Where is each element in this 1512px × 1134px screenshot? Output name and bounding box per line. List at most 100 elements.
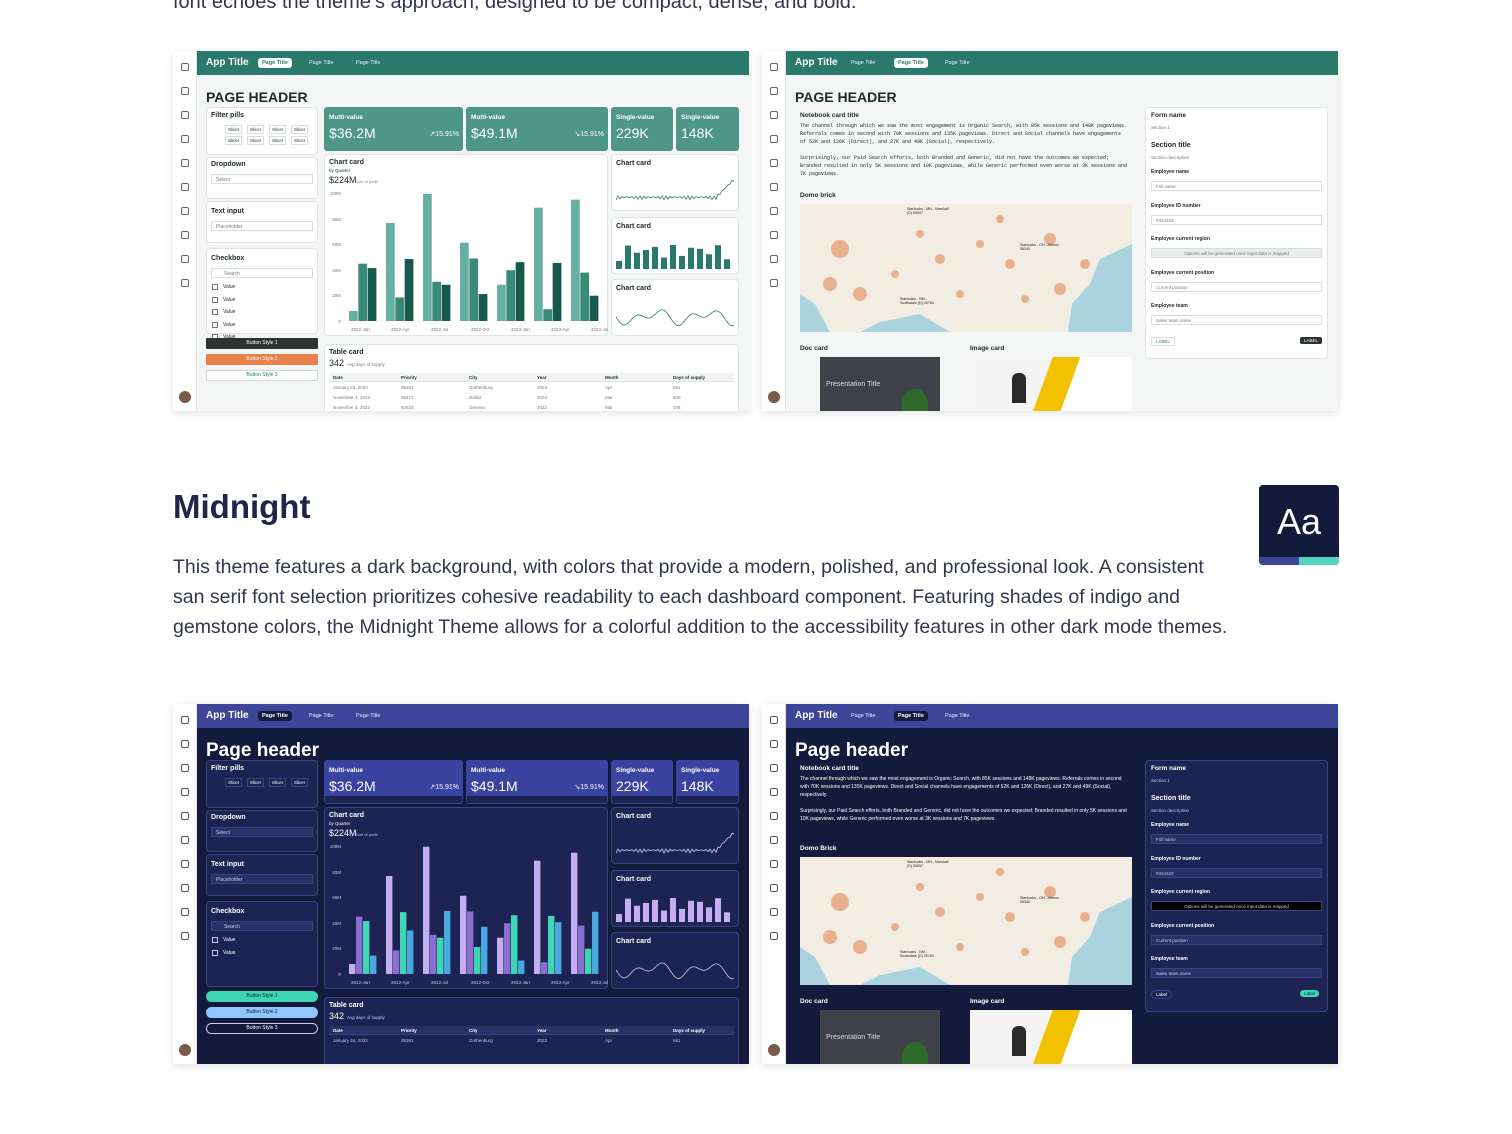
marker-decoration [823, 930, 837, 944]
bar-decoration [393, 950, 400, 974]
bar-decoration [670, 244, 676, 269]
button: Button Style 2 [206, 1007, 318, 1018]
bar-decoration [541, 962, 548, 974]
plant [902, 1042, 928, 1064]
table-header-row [329, 373, 734, 382]
marker-decoration [996, 215, 1004, 223]
table-cell: 2023 [537, 385, 548, 390]
y-tick-label: 0 [338, 971, 341, 977]
avatar [768, 391, 780, 403]
tab: Page Title [258, 58, 292, 68]
card-total: $224M [329, 175, 357, 185]
kpi-label: Multi-value [471, 114, 505, 121]
kpi-value: $49.1M [471, 778, 518, 794]
marker-decoration [831, 240, 849, 258]
sidebar-icon [770, 183, 778, 191]
card-title: Text input [211, 208, 244, 215]
card-total-label: Sum of profit [355, 832, 378, 837]
bar-decoration [518, 960, 525, 974]
slicer: Slicer [247, 778, 265, 787]
sidebar-icon [770, 884, 778, 892]
section-title: Section title [1151, 795, 1191, 802]
side-chart-card [611, 807, 739, 864]
card-subtitle: by Quarter [329, 821, 351, 826]
field-input: #324323 [1151, 214, 1322, 225]
marker-decoration [1044, 233, 1056, 245]
sidebar-icon [770, 159, 778, 167]
table-cell: January 24, 2023 [333, 385, 368, 390]
bar-decoration [616, 260, 622, 269]
field-input: Current position [1151, 281, 1322, 292]
bar-decoration [724, 911, 730, 922]
y-tick-label: 40M [332, 267, 341, 273]
kpi-card [676, 107, 739, 151]
checkbox-label: Value [223, 309, 236, 315]
table-cell: Geneva [469, 405, 485, 410]
bar-decoration [349, 311, 358, 321]
checkbox-label: Value [223, 949, 236, 956]
checkbox-box [212, 309, 218, 315]
y-tick-label: 80M [332, 216, 341, 222]
button: Button Style 3 [206, 370, 318, 381]
sidebar-icon [770, 716, 778, 724]
side-chart-decoration [616, 309, 734, 327]
theme-screenshot: App Title Page Title Page Title Page Title P… [762, 704, 1338, 1064]
form-name: Form name [1151, 112, 1187, 119]
slicer: Slicer [225, 136, 243, 145]
map-label: Starbucks - MN - Marshall (D) 05097 [907, 860, 949, 868]
map-label: Starbucks - NM - Scottsdale (D) 05780 [900, 950, 934, 958]
bar-decoration [515, 262, 525, 321]
card-subtitle: by Quarter [329, 168, 351, 173]
table-cell: November 4, 2022 [333, 395, 371, 400]
bar-decoration [688, 247, 694, 269]
bar-decoration [592, 911, 599, 974]
side-chart-decoration [616, 179, 734, 201]
field-input: Full name [1151, 181, 1322, 191]
field-label: Employee ID number [1151, 202, 1201, 209]
page-header: PAGE HEADER [795, 89, 897, 105]
checkbox-box [212, 321, 218, 328]
sidebar-icon [770, 63, 778, 71]
marker-decoration [853, 287, 867, 301]
bar-decoration [497, 937, 504, 974]
plant [902, 389, 928, 411]
map-decoration [800, 857, 1132, 985]
marker-decoration [976, 240, 984, 248]
map-label: Starbucks - OH - Athens 06340 [1020, 243, 1059, 251]
field-label: Employee ID number [1151, 855, 1201, 862]
card-total: $224M [329, 828, 357, 838]
theme-title: Midnight [173, 488, 311, 525]
icon-label: Aa [1276, 501, 1322, 542]
field-input: Options will be generated once input dat… [1151, 248, 1322, 258]
kpi-value: $49.1M [471, 125, 518, 141]
form-button: LABEL [1300, 337, 1323, 344]
avatar [179, 391, 191, 403]
line-decoration [616, 309, 734, 327]
brick-title: Domo Brick [800, 845, 837, 852]
x-tick-label: 2023-Jul [591, 327, 609, 332]
app-title: App Title [795, 710, 838, 721]
sidebar-icon [181, 812, 189, 820]
doc-preview-title: Presentation Title [826, 1034, 881, 1041]
table-count-label: Avg days of supply [347, 1015, 385, 1020]
icon-stripe [1299, 557, 1339, 565]
sidebar-icon [181, 716, 189, 724]
bar-decoration [423, 193, 432, 321]
button: Button Style 1 [206, 991, 318, 1002]
table-cell: November 6, 2022 [333, 405, 371, 410]
field-label: Employee team [1151, 303, 1188, 309]
page-header: Page header [795, 740, 908, 761]
bar-decoration [430, 934, 437, 974]
bar-decoration [661, 257, 667, 269]
table-cell: 28471 [401, 395, 414, 400]
marker-decoration [1080, 259, 1090, 269]
field-input: Full name [1151, 834, 1322, 844]
field-label: Employee team [1151, 956, 1188, 962]
marker-decoration [891, 270, 899, 278]
bar-decoration [358, 263, 368, 321]
form-section: Section 1 [1151, 778, 1170, 783]
card-title: Chart card [616, 938, 652, 945]
person [1012, 373, 1026, 403]
table-cell: 92523 [401, 405, 414, 410]
x-tick-label: 2022-Oct [471, 327, 490, 332]
